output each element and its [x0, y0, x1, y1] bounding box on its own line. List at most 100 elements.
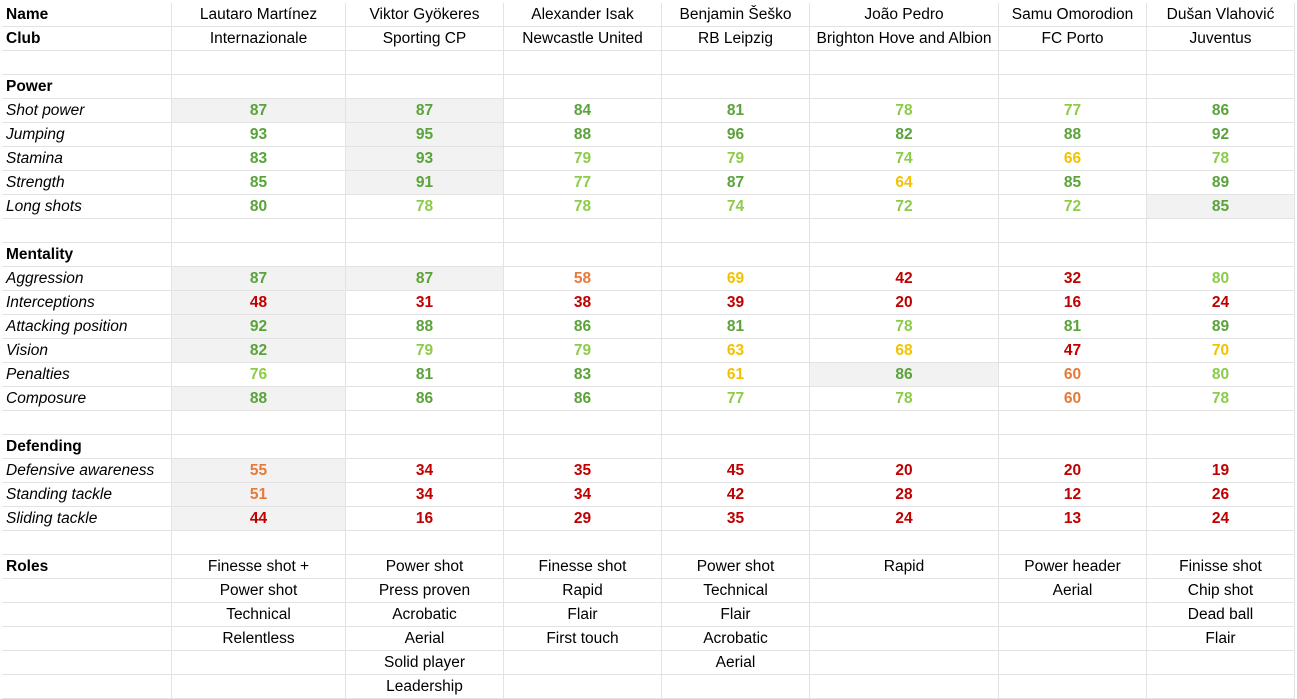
stat-label[interactable]: Vision [2, 339, 172, 363]
stat-value[interactable]: 38 [504, 291, 662, 315]
empty-cell[interactable] [504, 435, 662, 459]
empty-cell[interactable] [172, 411, 346, 435]
role-item[interactable]: Aerial [662, 651, 810, 675]
stat-value[interactable]: 31 [346, 291, 504, 315]
empty-cell[interactable] [810, 627, 999, 651]
stat-value[interactable]: 83 [172, 147, 346, 171]
stat-value[interactable]: 86 [1147, 99, 1295, 123]
stat-value[interactable]: 69 [662, 267, 810, 291]
stat-value[interactable]: 81 [662, 315, 810, 339]
empty-cell[interactable] [1147, 411, 1295, 435]
player-name[interactable]: Alexander Isak [504, 3, 662, 27]
empty-cell[interactable] [810, 579, 999, 603]
stat-value[interactable]: 42 [810, 267, 999, 291]
empty-cell[interactable] [172, 651, 346, 675]
empty-cell[interactable] [1147, 219, 1295, 243]
stat-value[interactable]: 85 [1147, 195, 1295, 219]
stat-label[interactable]: Attacking position [2, 315, 172, 339]
empty-cell[interactable] [346, 75, 504, 99]
role-item[interactable]: Finesse shot [504, 555, 662, 579]
stat-value[interactable]: 77 [504, 171, 662, 195]
role-item[interactable]: Dead ball [1147, 603, 1295, 627]
stat-value[interactable]: 13 [999, 507, 1147, 531]
empty-cell[interactable] [1147, 435, 1295, 459]
empty-cell[interactable] [810, 531, 999, 555]
stat-value[interactable]: 87 [346, 267, 504, 291]
stat-value[interactable]: 34 [346, 459, 504, 483]
role-item[interactable]: Flair [1147, 627, 1295, 651]
empty-cell[interactable] [2, 675, 172, 699]
role-item[interactable]: Press proven [346, 579, 504, 603]
role-item[interactable]: Aerial [346, 627, 504, 651]
player-name[interactable]: Viktor Gyökeres [346, 3, 504, 27]
empty-cell[interactable] [172, 243, 346, 267]
stat-value[interactable]: 81 [346, 363, 504, 387]
stat-value[interactable]: 61 [662, 363, 810, 387]
stat-value[interactable]: 16 [346, 507, 504, 531]
stat-value[interactable]: 35 [662, 507, 810, 531]
stat-value[interactable]: 29 [504, 507, 662, 531]
empty-cell[interactable] [1147, 675, 1295, 699]
stat-label[interactable]: Aggression [2, 267, 172, 291]
stat-value[interactable]: 55 [172, 459, 346, 483]
role-item[interactable]: Chip shot [1147, 579, 1295, 603]
empty-cell[interactable] [810, 651, 999, 675]
empty-cell[interactable] [810, 219, 999, 243]
empty-cell[interactable] [662, 675, 810, 699]
role-item[interactable]: Leadership [346, 675, 504, 699]
stat-value[interactable]: 74 [810, 147, 999, 171]
empty-cell[interactable] [810, 675, 999, 699]
stat-value[interactable]: 89 [1147, 171, 1295, 195]
empty-cell[interactable] [662, 531, 810, 555]
empty-cell[interactable] [504, 531, 662, 555]
empty-cell[interactable] [1147, 531, 1295, 555]
stat-value[interactable]: 92 [1147, 123, 1295, 147]
empty-cell[interactable] [999, 627, 1147, 651]
stat-value[interactable]: 24 [810, 507, 999, 531]
empty-cell[interactable] [662, 75, 810, 99]
stat-value[interactable]: 80 [172, 195, 346, 219]
empty-cell[interactable] [999, 531, 1147, 555]
stat-value[interactable]: 93 [172, 123, 346, 147]
player-club[interactable]: RB Leipzig [662, 27, 810, 51]
stat-value[interactable]: 92 [172, 315, 346, 339]
stat-value[interactable]: 78 [1147, 147, 1295, 171]
stat-value[interactable]: 28 [810, 483, 999, 507]
club-header-label[interactable]: Club [2, 27, 172, 51]
stat-value[interactable]: 78 [1147, 387, 1295, 411]
player-club[interactable]: Juventus [1147, 27, 1295, 51]
stat-label[interactable]: Stamina [2, 147, 172, 171]
section-title[interactable]: Defending [2, 435, 172, 459]
empty-cell[interactable] [662, 51, 810, 75]
stat-value[interactable]: 80 [1147, 363, 1295, 387]
player-club[interactable]: Newcastle United [504, 27, 662, 51]
stat-value[interactable]: 39 [662, 291, 810, 315]
stat-value[interactable]: 88 [504, 123, 662, 147]
stat-value[interactable]: 19 [1147, 459, 1295, 483]
role-item[interactable]: Relentless [172, 627, 346, 651]
player-name[interactable]: Samu Omorodion [999, 3, 1147, 27]
empty-cell[interactable] [999, 51, 1147, 75]
stat-value[interactable]: 63 [662, 339, 810, 363]
stat-value[interactable]: 20 [999, 459, 1147, 483]
player-name[interactable]: Dušan Vlahović [1147, 3, 1295, 27]
stat-value[interactable]: 85 [999, 171, 1147, 195]
stat-label[interactable]: Sliding tackle [2, 507, 172, 531]
stat-value[interactable]: 87 [172, 99, 346, 123]
empty-cell[interactable] [2, 651, 172, 675]
role-item[interactable]: Rapid [810, 555, 999, 579]
empty-cell[interactable] [504, 651, 662, 675]
empty-cell[interactable] [346, 51, 504, 75]
stat-label[interactable]: Defensive awareness [2, 459, 172, 483]
stat-value[interactable]: 93 [346, 147, 504, 171]
stat-value[interactable]: 16 [999, 291, 1147, 315]
stat-value[interactable]: 78 [346, 195, 504, 219]
empty-cell[interactable] [999, 243, 1147, 267]
stat-label[interactable]: Penalties [2, 363, 172, 387]
empty-cell[interactable] [1147, 243, 1295, 267]
stat-value[interactable]: 95 [346, 123, 504, 147]
empty-cell[interactable] [662, 243, 810, 267]
stat-value[interactable]: 81 [662, 99, 810, 123]
stat-value[interactable]: 74 [662, 195, 810, 219]
empty-cell[interactable] [810, 603, 999, 627]
